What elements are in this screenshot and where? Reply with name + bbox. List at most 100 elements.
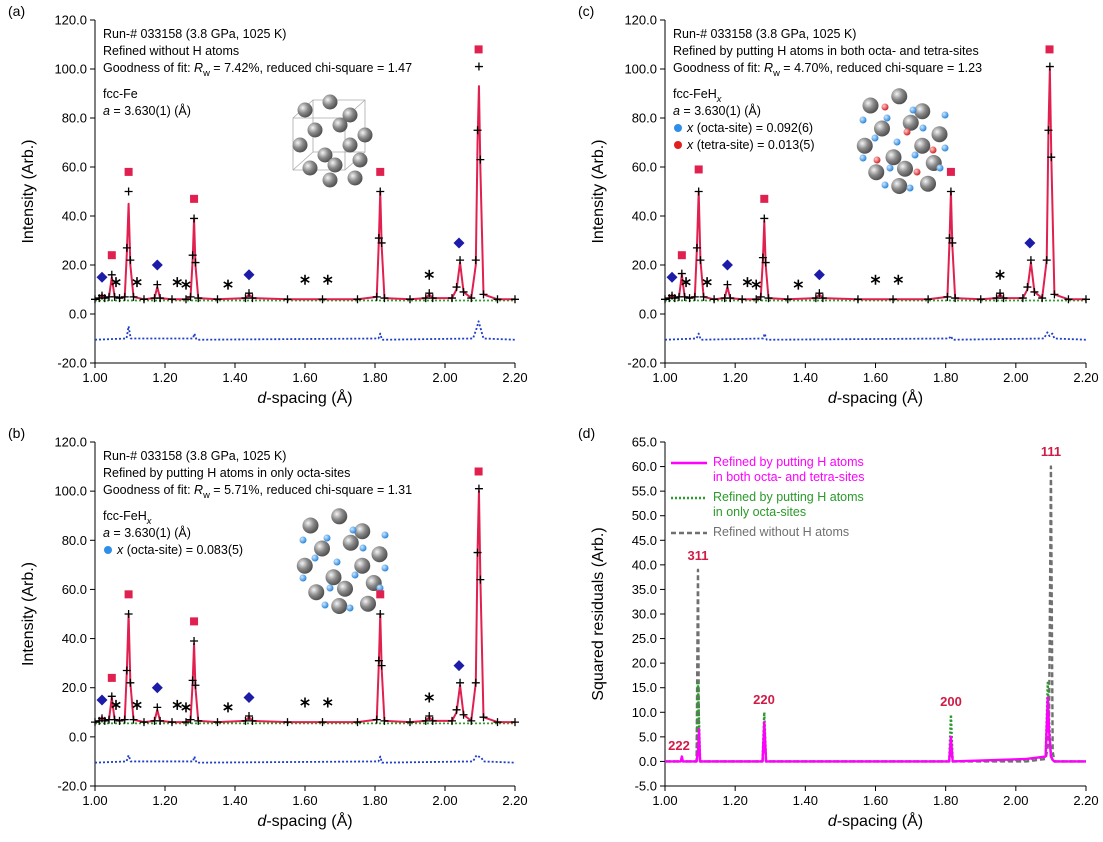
h-atom-octa — [883, 114, 891, 122]
fe-atom — [327, 157, 343, 173]
observed-point — [677, 269, 686, 278]
y-tick-label: 25.0 — [632, 631, 657, 646]
impurity-marker — [813, 269, 825, 281]
h-atom-octa — [333, 558, 341, 566]
asterisk-marker — [181, 279, 191, 290]
crystal-structure — [292, 94, 373, 188]
x-tick-label: 1.40 — [222, 370, 247, 385]
fe-atom — [856, 137, 873, 154]
y-tick-label: 60.0 — [632, 459, 657, 474]
fe-atom — [331, 508, 348, 525]
observed-point — [190, 637, 199, 646]
fe-atom — [354, 523, 371, 540]
y-tick-label: 0.0 — [69, 307, 87, 322]
text-segment: Run-# 033158 (3.8 GPa, 1025 K) — [673, 27, 856, 41]
observed-point — [168, 718, 176, 727]
fe-atom — [868, 164, 885, 181]
observed-point — [783, 295, 792, 304]
observed-point — [448, 294, 456, 303]
asterisk-marker — [300, 274, 310, 285]
data-line — [665, 696, 1086, 763]
data-line — [664, 68, 1086, 301]
observed-point — [318, 295, 327, 304]
observed-point — [191, 258, 200, 267]
annotation: fcc-FeHx — [103, 509, 152, 526]
asterisk-marker — [111, 277, 121, 288]
fe-atom — [292, 137, 308, 153]
data-line — [94, 490, 515, 724]
peak-marker — [946, 167, 955, 176]
observed-point — [692, 243, 701, 252]
panel-label: (a) — [8, 3, 25, 19]
observed-point — [853, 295, 862, 304]
observed-point — [122, 666, 131, 675]
asterisk-marker — [742, 277, 753, 288]
observed-point — [815, 289, 824, 298]
fe-atom — [874, 120, 890, 137]
observed-point — [213, 295, 222, 304]
x-tick-label: 1.80 — [933, 793, 958, 808]
observed-point — [756, 292, 765, 301]
y-tick-label: 80.0 — [62, 111, 87, 126]
data-dotted-line — [664, 331, 1087, 341]
annotation: x (octa-site) = 0.092(6) — [686, 121, 813, 135]
y-tick-label: 100.0 — [54, 62, 87, 77]
observed-point — [924, 295, 933, 304]
text-segment: x — [686, 121, 694, 135]
observed-point — [124, 187, 133, 196]
impurity-marker — [666, 271, 678, 283]
h-atom-octa — [346, 604, 354, 612]
annotation: a = 3.630(1) (Å) — [103, 525, 191, 540]
text-segment: R — [764, 61, 773, 75]
y-tick-label: 20.0 — [62, 680, 87, 695]
observed-point — [1030, 287, 1039, 296]
x-tick-label: 2.00 — [432, 370, 457, 385]
annotation: Goodness of fit: Rw = 7.42%, reduced chi… — [103, 61, 412, 78]
asterisk-marker — [172, 277, 182, 288]
text-segment: x — [146, 516, 152, 526]
y-tick-label: 40.0 — [62, 209, 87, 224]
annotation: Run-# 033158 (3.8 GPa, 1025 K) — [103, 449, 286, 463]
observed-point — [996, 289, 1005, 298]
x-tick-label: 1.00 — [652, 370, 677, 385]
observed-point — [511, 718, 519, 727]
text-segment: = 3.630(1) (Å) — [110, 103, 191, 118]
y-tick-label: 35.0 — [632, 582, 657, 597]
observed-point — [190, 214, 199, 223]
annotation: x (octa-site) = 0.083(5) — [116, 543, 243, 557]
observed-point — [976, 295, 985, 304]
observed-point — [110, 715, 119, 724]
observed-point — [479, 290, 488, 299]
h-atom-octa — [323, 534, 331, 542]
observed-point — [694, 187, 703, 196]
observed-point — [951, 294, 960, 303]
observed-point — [1050, 290, 1059, 299]
h-atom-octa — [859, 154, 867, 162]
x-tick-label: 1.00 — [82, 793, 107, 808]
asterisk-marker — [870, 274, 881, 285]
observed-point — [168, 295, 176, 304]
asterisk-marker — [995, 269, 1005, 280]
text-segment: Refined by putting H atoms in only octa-… — [103, 466, 350, 480]
observed-point — [685, 294, 694, 303]
observed-point — [459, 287, 468, 296]
data-dotted-line — [94, 754, 516, 764]
observed-point — [946, 187, 955, 196]
y-tick-label: 60.0 — [632, 160, 657, 175]
h-atom-octa — [321, 601, 329, 609]
x-tick-label: 2.20 — [1073, 370, 1098, 385]
asterisk-marker — [132, 277, 142, 288]
text-segment: d — [257, 813, 267, 830]
observed-point — [91, 718, 99, 727]
text-segment: w — [772, 68, 780, 78]
observed-point — [428, 294, 437, 303]
peak-marker — [190, 617, 199, 626]
observed-point — [100, 294, 109, 303]
observed-point — [156, 716, 165, 725]
observed-point — [726, 294, 735, 303]
data-dotted-line — [94, 320, 516, 341]
h-atom-octa — [359, 544, 367, 552]
h-atom-tetra — [913, 168, 921, 176]
